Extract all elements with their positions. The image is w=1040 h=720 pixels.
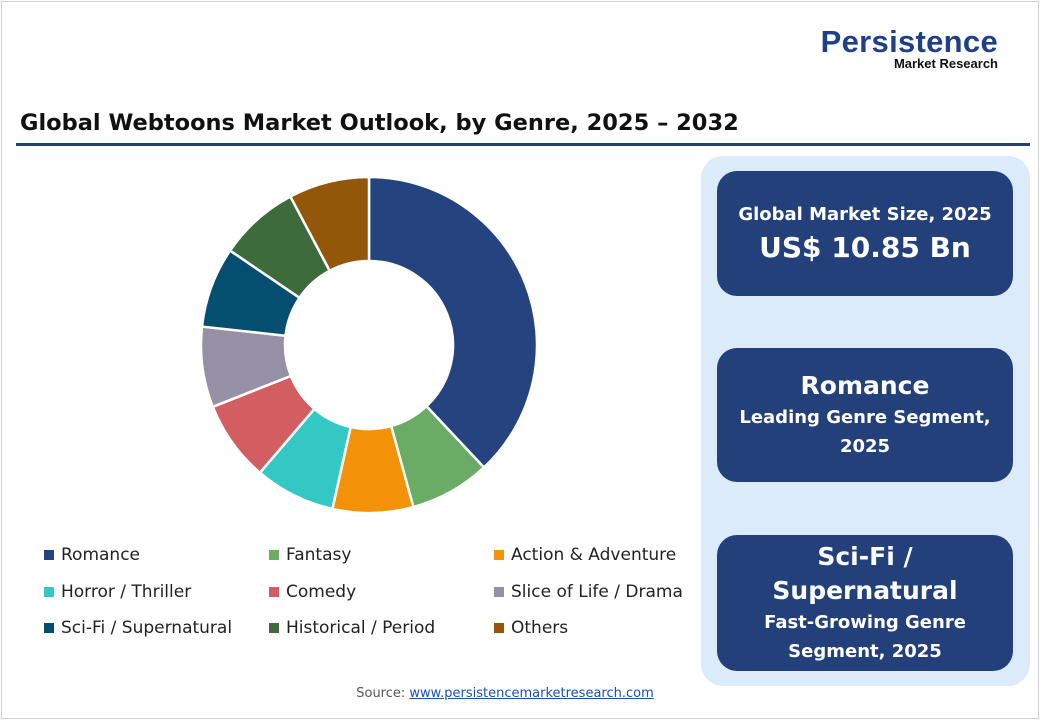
legend-swatch (269, 586, 279, 597)
legend-item: Comedy (269, 582, 356, 602)
legend-label: Slice of Life / Drama (511, 581, 683, 602)
logo-main: Persistence (820, 24, 998, 59)
legend-item: Slice of Life / Drama (494, 582, 683, 602)
market-size-label: Global Market Size, 2025 (738, 204, 992, 225)
legend-item: Others (494, 618, 568, 638)
legend-item: Romance (44, 545, 140, 565)
legend-label: Horror / Thriller (61, 581, 192, 602)
legend-swatch (44, 623, 54, 633)
legend-swatch (269, 623, 279, 633)
legend-swatch (44, 586, 54, 597)
donut-chart (199, 175, 539, 515)
legend-swatch (494, 550, 504, 560)
logo-sub: Market Research (893, 56, 998, 71)
legend-item: Horror / Thriller (44, 582, 191, 602)
title-divider (16, 143, 1030, 146)
legend-item: Fantasy (269, 545, 351, 565)
legend-swatch (44, 550, 54, 560)
legend-swatch (269, 550, 279, 560)
legend-item: Sci-Fi / Supernatural (44, 618, 232, 638)
market-size-card: Global Market Size, 2025 US$ 10.85 Bn (717, 171, 1013, 296)
leading-genre-label: Leading Genre Segment, 2025 (739, 407, 991, 457)
source-link[interactable]: www.persistencemarketresearch.com (409, 686, 654, 701)
source-note: Source: www.persistencemarketresearch.co… (0, 686, 1010, 701)
legend-label: Romance (61, 545, 141, 565)
leading-genre-value: Romance (800, 371, 930, 400)
legend-label: Historical / Period (286, 618, 436, 638)
fast-growing-label: Fast-Growing Genre Segment, 2025 (764, 612, 966, 662)
legend-item: Action & Adventure (494, 545, 676, 565)
donut-slice-romance (367, 175, 539, 470)
donut-slice-others (288, 175, 371, 273)
legend-label: Others (511, 618, 569, 638)
logo: Persistence Market Research (798, 24, 998, 71)
legend-swatch (494, 623, 504, 633)
fast-growing-value: Sci-Fi / Supernatural (772, 542, 958, 605)
legend-item: Historical / Period (269, 618, 435, 638)
legend-label: Fantasy (286, 545, 352, 565)
legend-swatch (494, 586, 504, 597)
legend-label: Sci-Fi / Supernatural (61, 618, 233, 638)
source-label: Source: (356, 686, 410, 701)
legend-label: Action & Adventure (511, 545, 677, 565)
legend-label: Comedy (286, 581, 357, 602)
chart-title: Global Webtoons Market Outlook, by Genre… (20, 110, 739, 136)
fast-growing-card: Sci-Fi / Supernatural Fast-Growing Genre… (717, 535, 1013, 671)
market-size-value: US$ 10.85 Bn (759, 231, 971, 264)
leading-genre-card: Romance Leading Genre Segment, 2025 (717, 348, 1013, 482)
